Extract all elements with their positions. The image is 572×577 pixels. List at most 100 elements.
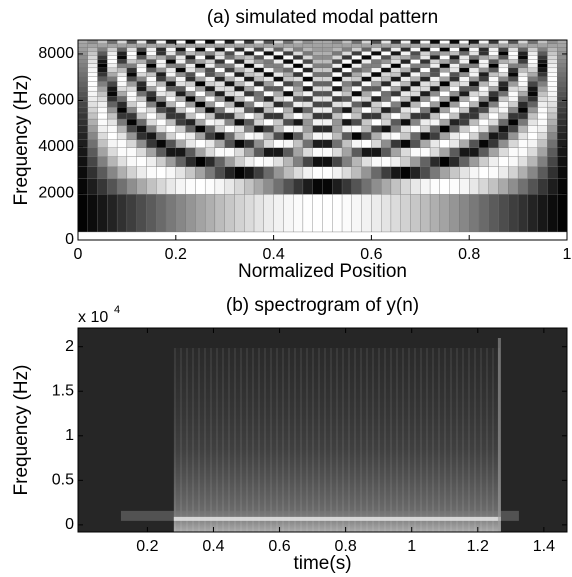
- modal-cell: [224, 156, 235, 167]
- modal-cell: [204, 43, 216, 48]
- modal-cell: [390, 72, 401, 77]
- modal-cell: [126, 81, 137, 87]
- modal-cell: [116, 67, 128, 73]
- modal-cell: [400, 106, 411, 114]
- modal-cell: [273, 112, 284, 120]
- modal-cell: [107, 76, 118, 82]
- modal-cell: [175, 59, 186, 64]
- y-tick-label: 1: [65, 427, 74, 444]
- modal-cell: [557, 166, 568, 179]
- modal-cell: [107, 156, 118, 167]
- modal-cell: [488, 96, 499, 102]
- modal-cell: [302, 59, 313, 64]
- modal-cell: [459, 118, 470, 126]
- modal-cell: [116, 96, 128, 102]
- modal-cell: [146, 178, 157, 195]
- modal-cell: [361, 106, 372, 114]
- modal-cell: [478, 125, 489, 133]
- modal-cell: [537, 59, 548, 64]
- modal-cell: [175, 178, 186, 195]
- modal-cell: [400, 81, 411, 87]
- modal-cell: [429, 139, 441, 148]
- modal-cell: [302, 63, 313, 69]
- modal-cell: [116, 86, 128, 92]
- modal-cell: [400, 39, 411, 44]
- modal-cell: [126, 51, 137, 56]
- modal-cell: [381, 81, 392, 87]
- modal-cell: [146, 156, 157, 167]
- modal-cell: [234, 194, 245, 233]
- modal-cell: [87, 81, 98, 87]
- modal-cell: [244, 67, 255, 73]
- modal-cell: [77, 86, 88, 92]
- modal-cell: [517, 63, 529, 69]
- modal-cell: [469, 81, 480, 87]
- modal-cell: [420, 118, 431, 126]
- modal-cell: [361, 194, 372, 233]
- modal-cell: [351, 194, 362, 233]
- modal-cell: [390, 47, 401, 52]
- modal-cell: [498, 156, 509, 167]
- modal-cell: [439, 139, 450, 148]
- modal-cell: [420, 59, 431, 64]
- modal-cell: [498, 90, 509, 97]
- modal-cell: [116, 59, 128, 64]
- modal-cell: [410, 166, 421, 179]
- modal-cell: [87, 112, 98, 120]
- modal-cell: [302, 166, 313, 179]
- modal-cell: [234, 63, 245, 69]
- modal-cell: [116, 166, 128, 179]
- modal-cell: [351, 178, 362, 195]
- modal-cell: [273, 51, 284, 56]
- modal-cell: [547, 101, 558, 108]
- modal-cell: [175, 166, 186, 179]
- modal-cell: [136, 101, 147, 108]
- modal-cell: [332, 125, 343, 133]
- modal-cell: [273, 59, 284, 64]
- modal-cell: [527, 147, 538, 157]
- modal-cell: [508, 112, 519, 120]
- modal-cell: [498, 51, 509, 56]
- modal-cell: [126, 147, 137, 157]
- modal-cell: [224, 39, 235, 44]
- energy-streaks: [173, 348, 501, 532]
- modal-cell: [77, 194, 88, 233]
- modal-cell: [214, 194, 225, 233]
- modal-cell: [547, 72, 558, 77]
- modal-cell: [87, 67, 98, 73]
- modal-cell: [126, 125, 137, 133]
- modal-cell: [478, 76, 489, 82]
- modal-cell: [527, 86, 538, 92]
- onset: [497, 338, 501, 532]
- modal-cell: [175, 118, 186, 126]
- modal-cell: [361, 96, 372, 102]
- modal-cell: [508, 67, 519, 73]
- modal-cell: [429, 178, 441, 195]
- modal-cell: [263, 112, 274, 120]
- modal-cell: [224, 132, 235, 140]
- modal-cell: [175, 106, 186, 114]
- modal-cell: [527, 43, 538, 48]
- modal-cell: [302, 81, 313, 87]
- modal-cell: [537, 166, 548, 179]
- modal-cell: [253, 55, 264, 60]
- modal-cell: [390, 63, 401, 69]
- modal-cell: [322, 90, 333, 97]
- modal-cell: [77, 118, 88, 126]
- modal-cell: [263, 43, 274, 48]
- modal-cell: [283, 106, 294, 114]
- modal-cell: [351, 118, 362, 126]
- modal-cell: [185, 51, 196, 56]
- modal-cell: [459, 101, 470, 108]
- modal-cell: [204, 63, 216, 69]
- modal-cell: [224, 81, 235, 87]
- modal-cell: [253, 47, 264, 52]
- modal-cell: [263, 90, 274, 97]
- modal-cell: [204, 147, 216, 157]
- modal-cell: [107, 67, 118, 73]
- modal-cell: [429, 43, 441, 48]
- modal-cell: [498, 101, 509, 108]
- modal-cell: [557, 194, 568, 233]
- modal-cell: [175, 139, 186, 148]
- modal-cell: [97, 101, 108, 108]
